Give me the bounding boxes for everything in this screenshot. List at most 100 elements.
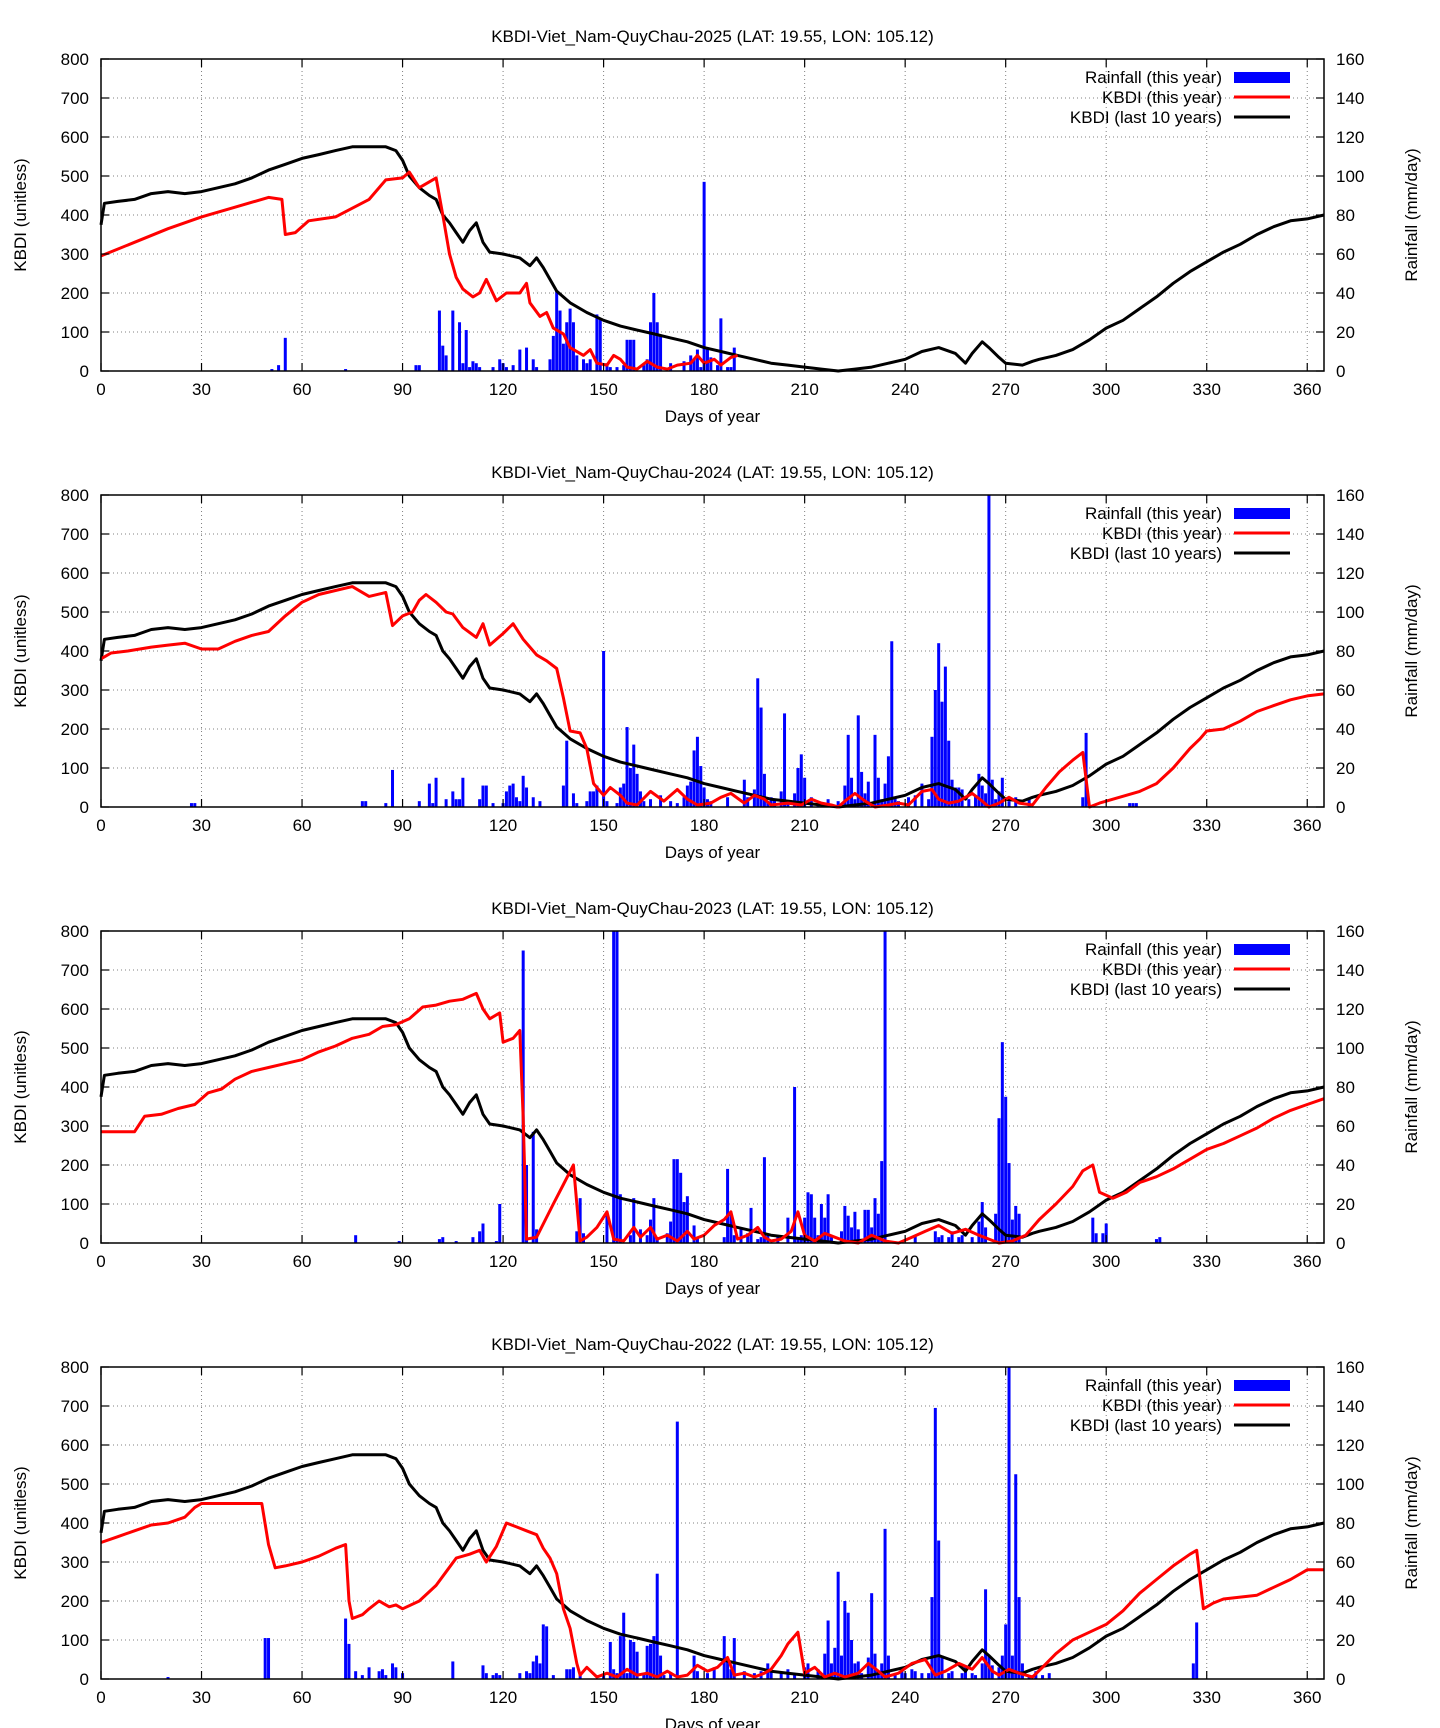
rainfall-bar [481,1223,485,1243]
rainfall-bar [853,799,857,807]
rainfall-bar [816,1669,820,1679]
rainfall-bar [739,1229,743,1243]
y-axis-label: KBDI (unitless) [11,1466,30,1579]
rainfall-bar [1158,1237,1162,1243]
rainfall-bar [189,803,193,807]
rainfall-bar [943,666,947,807]
rainfall-bar [1195,1622,1199,1679]
rainfall-bar [548,359,552,371]
rainfall-bar [484,1673,488,1679]
rainfall-bar [769,1671,773,1679]
rainfall-bar [364,801,368,807]
x-tick-label: 60 [293,816,312,835]
rainfall-bar [927,799,931,807]
rainfall-bar [437,1239,441,1243]
rainfall-bar [632,744,636,807]
x-tick-label: 30 [192,816,211,835]
rainfall-bar [511,365,515,371]
kbdi-last-10-years-line [99,581,1325,809]
rainfall-bar [702,787,706,807]
legend: Rainfall (this year)KBDI (this year)KBDI… [1070,68,1290,127]
legend: Rainfall (this year)KBDI (this year)KBDI… [1070,1376,1290,1435]
x-tick-label: 240 [891,816,919,835]
rainfall-bar [649,322,653,371]
y2-tick-label: 140 [1336,961,1364,980]
rainfall-bar [843,1205,847,1243]
rainfall-bar [622,365,626,371]
rainfall-bar [498,359,502,371]
rainfall-bar [729,1211,733,1243]
legend-label: Rainfall (this year) [1085,940,1222,959]
rainfall-bar [491,1675,495,1679]
rainfall-bar [866,1209,870,1243]
rainfall-bar [756,678,760,807]
rainfall-bar [615,367,619,371]
y-tick-label: 700 [61,961,89,980]
y-tick-label: 100 [61,1631,89,1650]
rainfall-bar [354,1671,358,1679]
rainfall-bar [561,343,565,371]
y2-tick-label: 80 [1336,206,1355,225]
rainfall-bar [1101,1233,1105,1243]
chart-title: KBDI-Viet_Nam-QuyChau-2024 (LAT: 19.55, … [491,463,934,482]
legend-label: KBDI (this year) [1102,960,1222,979]
rainfall-bar [913,1671,917,1679]
rainfall-bar [682,797,686,807]
legend-label: KBDI (this year) [1102,524,1222,543]
rainfall-bar [940,1655,944,1679]
rainfall-bar [893,797,897,807]
y2-tick-label: 120 [1336,1000,1364,1019]
rainfall-bar [561,785,565,807]
rainfall-bar [521,775,525,807]
legend-label: KBDI (this year) [1102,1396,1222,1415]
rainfall-bar [880,799,884,807]
rainfall-bar [1091,1217,1095,1243]
rainfall-bar [850,1640,854,1679]
y-tick-label: 0 [80,362,89,381]
rainfall-bar [444,799,448,807]
rainfall-bar [779,1673,783,1679]
y2-tick-label: 20 [1336,759,1355,778]
rainfall-bar [622,783,626,807]
rainfall-bar [749,1207,753,1243]
rainfall-bar [1004,1624,1008,1679]
rainfall-bar [618,1636,622,1679]
rainfall-bar [719,318,723,371]
x-tick-label: 180 [690,380,718,399]
y2-tick-label: 160 [1336,486,1364,505]
y2-tick-label: 40 [1336,720,1355,739]
y-axis-label: KBDI (unitless) [11,158,30,271]
rainfall-bar [618,1194,622,1243]
rainfall-bar [622,1612,626,1679]
rainfall-bar [538,1663,542,1679]
rainfall-bar [880,1663,884,1679]
rainfall-bar [360,801,364,807]
rainfall-bar [799,754,803,807]
rainfall-bar [1010,1219,1014,1243]
y-tick-label: 100 [61,1195,89,1214]
rainfall-bar [675,1159,679,1243]
kbdi-last-10-years-line [99,1453,1325,1681]
rainfall-bar [826,1620,830,1679]
rainfall-bar [471,361,475,371]
rainfall-bar [856,1661,860,1679]
rainfall-bar [682,1202,686,1243]
legend: Rainfall (this year)KBDI (this year)KBDI… [1070,504,1290,563]
y2-tick-label: 100 [1336,1039,1364,1058]
rainfall-bar [1010,1655,1014,1679]
y-tick-label: 400 [61,642,89,661]
rainfall-bar [531,797,535,807]
rainfall-bar [970,1673,974,1679]
rainfall-bar [391,769,395,807]
x-tick-label: 210 [790,380,818,399]
x-axis-label: Days of year [665,1279,761,1298]
y2-tick-label: 100 [1336,603,1364,622]
rainfall-bar [685,1196,689,1243]
rainfall-bar [716,365,720,371]
rainfall-bar [930,1597,934,1679]
rainfall-bar [692,359,696,371]
rainfall-bar [1007,801,1011,807]
legend-label: KBDI (this year) [1102,88,1222,107]
rainfall-bar [980,1202,984,1243]
rainfall-bar [451,791,455,807]
